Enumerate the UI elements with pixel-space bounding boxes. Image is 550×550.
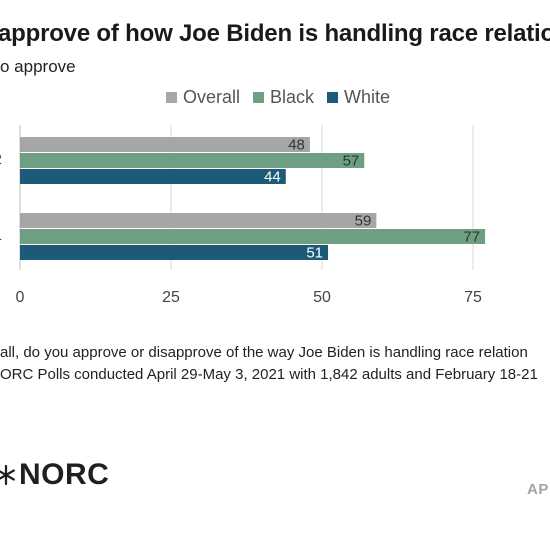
- question-note: all, do you approve or disapprove of the…: [0, 344, 528, 361]
- bar-white-2: [20, 169, 286, 184]
- data-label-overall-2: 48: [288, 137, 305, 154]
- chart-title: approve of how Joe Biden is handling rac…: [0, 20, 550, 47]
- legend-item-black: Black: [253, 87, 314, 108]
- source-note: ORC Polls conducted April 29-May 3, 2021…: [0, 366, 538, 383]
- category-label-0: 2: [0, 151, 2, 168]
- data-label-black-2: 57: [343, 153, 360, 170]
- bar-white-1: [20, 245, 329, 260]
- legend-label-black: Black: [270, 86, 315, 107]
- bar-overall-1: [20, 213, 377, 228]
- bar-black-1: [20, 229, 486, 244]
- x-tick-label-3: 75: [464, 289, 482, 306]
- legend-item-white: White: [327, 87, 390, 108]
- category-label-1: 1: [0, 227, 2, 244]
- legend-swatch-white: [327, 91, 339, 103]
- bar-black-2: [20, 153, 365, 168]
- legend-label-overall: Overall: [183, 86, 241, 107]
- data-label-overall-1: 59: [355, 213, 372, 230]
- chart-subtitle: o approve: [0, 57, 76, 76]
- legend-swatch-overall: [166, 91, 177, 103]
- logo-text: NORC: [19, 458, 110, 491]
- x-tick-label-2: 50: [313, 289, 331, 306]
- data-label-white-1: 51: [306, 245, 323, 262]
- data-label-black-1: 77: [463, 229, 480, 246]
- bar-overall-2: [20, 137, 310, 152]
- legend-swatch-black: [253, 91, 265, 103]
- norc-logo: NORC: [0, 458, 109, 492]
- x-tick-label-0: 0: [16, 289, 25, 306]
- ap-logo-text: AP: [527, 481, 549, 498]
- x-tick-label-1: 25: [162, 289, 180, 306]
- legend-item-overall: Overall: [166, 87, 240, 108]
- chart-legend: Overall Black White: [166, 86, 403, 108]
- legend-label-white: White: [344, 86, 391, 107]
- data-label-white-2: 44: [264, 169, 281, 186]
- bar-chart: 48 57 44 2 59 77 51 1 0 25 50 75: [0, 125, 486, 306]
- star-burst-icon: [0, 465, 15, 485]
